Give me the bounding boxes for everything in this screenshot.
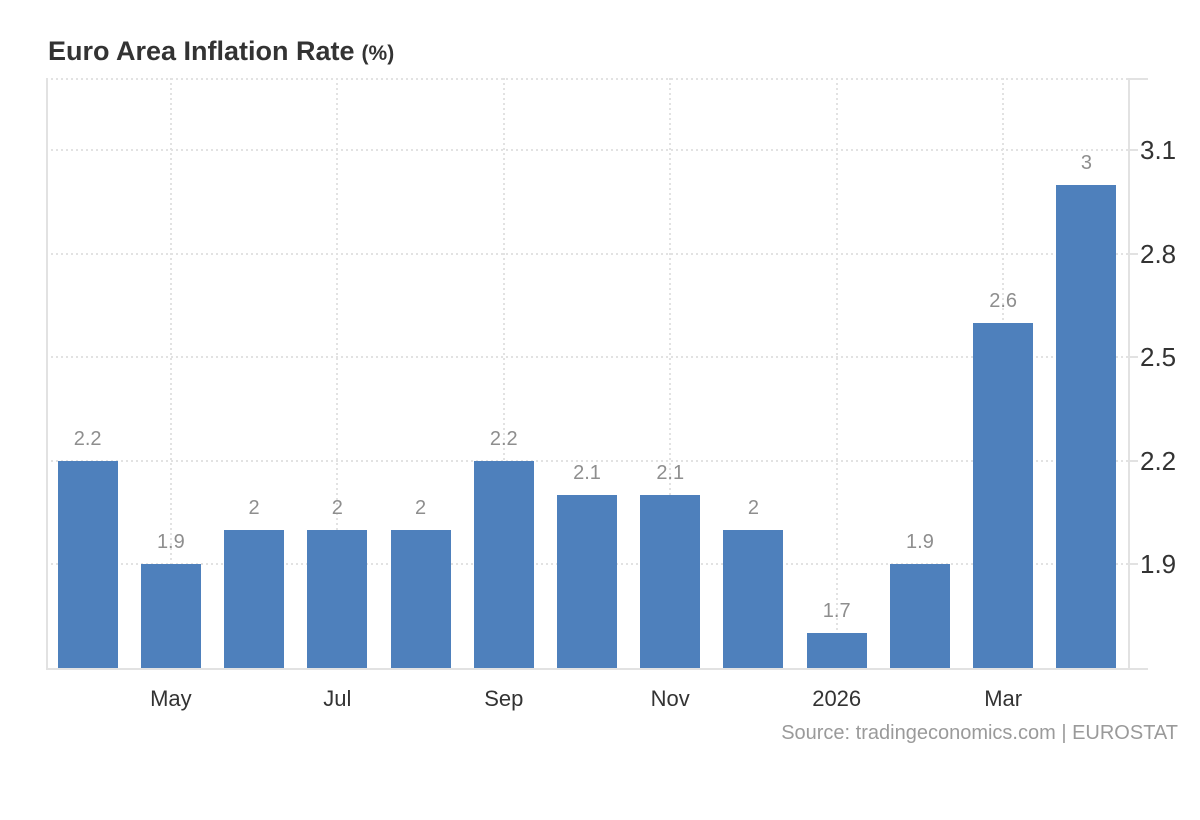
bar[interactable] (889, 564, 950, 668)
h-gridline (46, 356, 1128, 359)
bar-value-label: 2 (248, 496, 260, 519)
bar[interactable] (140, 564, 201, 668)
y-axis-label: 2.8 (1140, 238, 1177, 269)
y-axis-tick (1128, 356, 1138, 359)
x-axis-label: 2026 (812, 686, 862, 711)
source-attribution: Source: tradingeconomics.com | EUROSTAT (781, 722, 1178, 744)
bar[interactable] (723, 529, 784, 668)
v-gridline (169, 78, 172, 668)
v-gridline (336, 78, 339, 668)
bar-value-label: 2 (331, 496, 343, 519)
y-axis-tick (1128, 252, 1138, 255)
y-axis-tick (1128, 563, 1138, 566)
y-axis-top-tick (1128, 78, 1148, 80)
h-gridline (46, 459, 1128, 462)
x-axis-label: Mar (984, 686, 1023, 711)
bar-value-label: 2.1 (573, 462, 601, 485)
chart-title: Euro Area Inflation Rate (%) (48, 34, 394, 73)
y-axis-label: 3.1 (1140, 135, 1177, 166)
y-axis-label: 2.5 (1140, 342, 1177, 373)
v-gridline (502, 78, 505, 668)
y-axis-label: 1.9 (1140, 549, 1177, 580)
bar[interactable] (806, 633, 867, 668)
bar[interactable] (973, 322, 1034, 668)
bar-value-label: 1.9 (156, 531, 185, 554)
y-axis-tick (1128, 459, 1138, 462)
h-gridline (46, 149, 1128, 152)
bar-value-label: 2.1 (656, 462, 685, 485)
bar[interactable] (473, 460, 534, 668)
bar-value-label: 2.6 (989, 289, 1018, 312)
bar[interactable] (557, 495, 617, 668)
chart-title-unit: (%) (361, 42, 395, 65)
bar-value-label: 1.9 (906, 531, 934, 554)
bar[interactable] (307, 529, 368, 668)
bar-value-label: 2.2 (489, 427, 518, 450)
x-axis-label: Nov (650, 686, 690, 711)
v-gridline (835, 78, 838, 668)
x-axis-label: Jul (323, 686, 352, 711)
bar[interactable] (224, 529, 285, 668)
plot-area: 1.9 2.2 2.5 2.8 3.1 May Jul Sep Nov 2026 Mar 2.2 1.9… (46, 78, 1176, 711)
bar-value-label: 2.2 (73, 427, 102, 450)
plot-top-border (46, 78, 1128, 80)
h-gridline (46, 252, 1128, 255)
bar[interactable] (390, 529, 451, 668)
bar-value-label: 1.7 (822, 600, 851, 623)
y-axis-line (1128, 78, 1130, 668)
plot-left-border (46, 78, 48, 668)
y-axis-label: 2.2 (1140, 445, 1177, 476)
v-gridline (669, 78, 672, 668)
bar[interactable] (1056, 184, 1117, 668)
x-axis-line (46, 668, 1148, 670)
bar[interactable] (640, 495, 701, 668)
bar-value-label: 3 (1080, 151, 1092, 174)
bar[interactable] (57, 460, 118, 668)
chart-title-text: Euro Area Inflation Rate (48, 36, 355, 66)
y-axis-tick (1128, 149, 1138, 152)
x-axis-label: May (150, 686, 192, 711)
bar-value-label: 2 (747, 496, 760, 519)
bar-value-label: 2 (414, 496, 427, 519)
x-axis-label: Sep (484, 686, 524, 711)
